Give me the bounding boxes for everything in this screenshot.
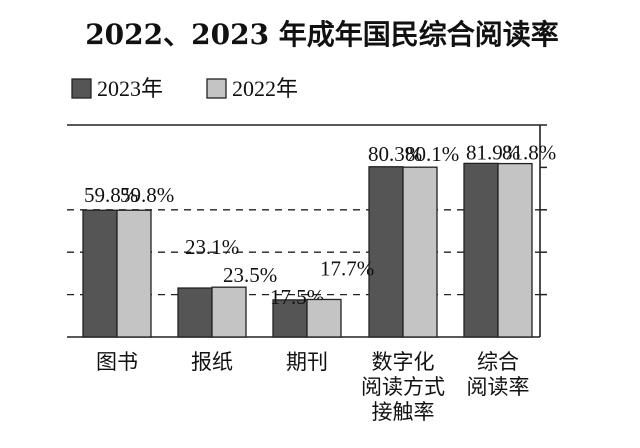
bar-2022-1 [211, 286, 247, 338]
value-label-2023-4: 81.9% [466, 140, 520, 164]
legend-swatch-2023 [71, 78, 92, 99]
bar-2022-3 [402, 166, 438, 338]
plot-area: 59.8%23.1%17.5%80.3% 81.9%59.8%23.5% 17.7%… [67, 76, 556, 424]
value-label-2023-3: 80.3% [368, 142, 422, 166]
chart-title: 2022、2023 年成年国民综合阅读率 [85, 18, 559, 51]
legend-swatch-2022 [206, 78, 227, 99]
bar-2023-4 [463, 162, 499, 338]
bar-2023-1 [177, 287, 213, 338]
bar-2022-2 [306, 298, 342, 338]
category-label-3-0: 数字化 [372, 350, 435, 374]
value-label-2022-2: 17.7% [320, 256, 374, 280]
category-label-3-2: 接触率 [372, 400, 435, 424]
category-label-4-1: 阅读率 [467, 375, 530, 399]
legend-label-2022: 2022年 [232, 76, 298, 101]
category-label-1-0: 报纸 [191, 350, 233, 374]
category-label-2-0: 期刊 [286, 350, 328, 374]
value-label-2023-0: 59.8% [84, 183, 138, 207]
bar-2023-0 [82, 209, 118, 338]
value-label-2022-3: 80.1% [405, 142, 459, 166]
category-label-3-1: 阅读方式 [361, 375, 445, 399]
value-label-2023-1: 23.1% [185, 235, 239, 259]
legend-label-2023: 2023年 [97, 76, 163, 101]
category-label-4-0: 综合 [477, 350, 519, 374]
bar-2022-4 [497, 162, 533, 338]
category-label-0-0: 图书 [96, 350, 138, 374]
value-label-2022-1: 23.5% [223, 263, 277, 287]
bar-2023-3 [368, 166, 404, 338]
value-label-2022-0: 59.8% [120, 183, 174, 207]
bar-2022-0 [116, 209, 152, 338]
value-label-2022-4: 81.8% [502, 141, 556, 165]
